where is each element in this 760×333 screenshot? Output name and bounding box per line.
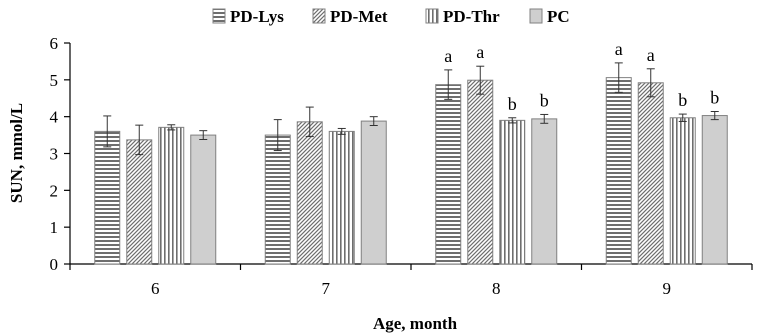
y-tick-label: 2 bbox=[50, 181, 59, 200]
bar-pd-lys-9 bbox=[605, 77, 632, 265]
bar-pd-met-7 bbox=[296, 121, 323, 265]
significance-label: a bbox=[444, 46, 452, 66]
legend-swatch bbox=[529, 8, 543, 24]
legend-label: PC bbox=[547, 7, 570, 26]
y-tick-label: 1 bbox=[50, 218, 59, 237]
legend-label: PD-Lys bbox=[230, 7, 284, 26]
legend-item-pd-lys: PD-Lys bbox=[212, 7, 284, 26]
legend-item-pc: PC bbox=[529, 7, 570, 26]
significance-label: b bbox=[710, 88, 719, 108]
x-tick-label: 7 bbox=[322, 279, 331, 298]
legend-swatch bbox=[425, 8, 439, 24]
bar-pd-lys-8 bbox=[435, 84, 462, 265]
chart-legend: PD-Lys PD-Met PD-Thr PC bbox=[212, 7, 570, 26]
bar-pc-7 bbox=[360, 120, 387, 265]
y-tick-label: 4 bbox=[50, 108, 59, 127]
y-tick-label: 5 bbox=[50, 71, 59, 90]
y-tick-label: 0 bbox=[50, 255, 59, 274]
bar-pd-thr-8 bbox=[499, 119, 526, 265]
legend-swatch bbox=[312, 8, 326, 24]
bar-pd-thr-6 bbox=[158, 126, 185, 265]
legend-label: PD-Met bbox=[330, 7, 388, 26]
legend-swatch bbox=[212, 8, 226, 24]
bar-pd-lys-6 bbox=[94, 130, 121, 265]
significance-label: b bbox=[540, 90, 549, 110]
x-tick-label: 6 bbox=[151, 279, 160, 298]
bars-layer: a a a a b b b b bbox=[94, 39, 728, 265]
bar-pd-met-6 bbox=[126, 139, 153, 265]
significance-label: a bbox=[615, 39, 623, 59]
legend-label: PD-Thr bbox=[443, 7, 500, 26]
y-tick-label: 6 bbox=[50, 34, 59, 53]
bar-pd-thr-7 bbox=[328, 130, 355, 265]
bar-pd-met-9 bbox=[637, 82, 664, 265]
x-tick-label: 8 bbox=[492, 279, 501, 298]
y-tick-label: 3 bbox=[50, 145, 59, 164]
legend-item-pd-thr: PD-Thr bbox=[425, 7, 500, 26]
bar-pd-thr-9 bbox=[669, 117, 696, 265]
x-tick-label: 9 bbox=[663, 279, 672, 298]
bar-pd-met-8 bbox=[467, 79, 494, 265]
bar-pd-lys-7 bbox=[264, 134, 291, 265]
significance-label: b bbox=[678, 90, 687, 110]
x-axis: 6 7 8 9 bbox=[69, 263, 753, 298]
bar-pc-9 bbox=[701, 115, 728, 265]
y-axis-title: SUN, mmol/L bbox=[7, 103, 26, 203]
y-axis: 0 1 2 3 4 5 6 bbox=[50, 34, 71, 274]
x-axis-title: Age, month bbox=[373, 314, 458, 333]
significance-label: a bbox=[647, 45, 655, 65]
legend-item-pd-met: PD-Met bbox=[312, 7, 388, 26]
bar-pc-6 bbox=[190, 134, 217, 265]
bar-pc-8 bbox=[531, 118, 558, 265]
significance-label: b bbox=[508, 94, 517, 114]
significance-label: a bbox=[476, 42, 484, 62]
